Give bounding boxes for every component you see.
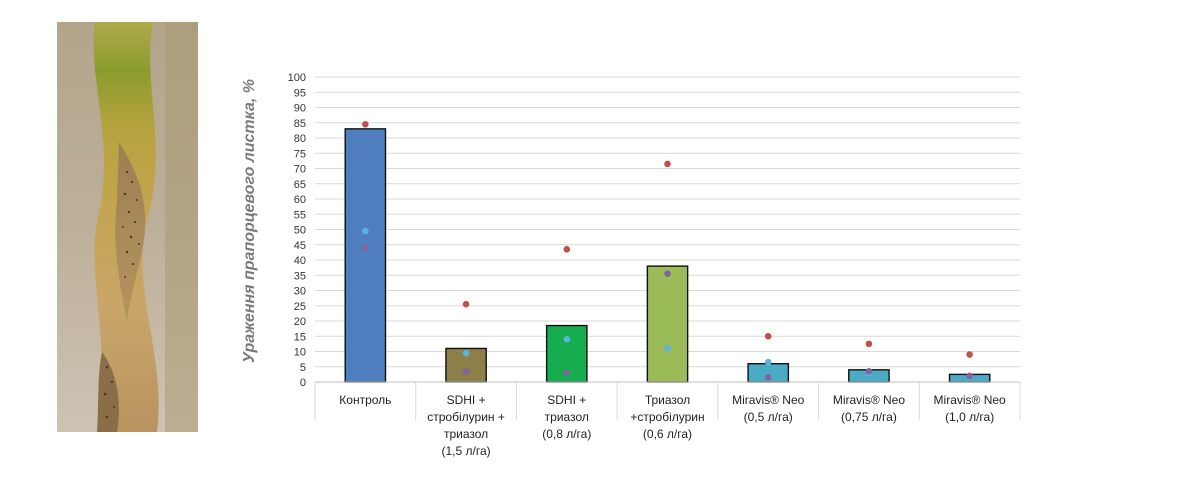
data-point	[462, 368, 470, 375]
data-point	[764, 374, 772, 381]
y-tick-label: 25	[294, 301, 306, 313]
category-label: Триазол	[645, 393, 690, 407]
category-label: Контроль	[339, 393, 391, 407]
y-tick-label: 95	[294, 87, 306, 99]
category-label: SDHI +	[447, 393, 486, 407]
data-point	[764, 332, 772, 340]
y-tick-label: 15	[294, 331, 306, 343]
y-tick-label: 40	[294, 255, 306, 267]
y-tick-label: 5	[300, 362, 306, 374]
y-tick-label: 75	[294, 148, 306, 160]
category-label: (0,8 л/га)	[542, 427, 591, 441]
category-label: (0,5 л/га)	[744, 410, 793, 424]
category-label: триазол	[545, 410, 589, 424]
y-tick-label: 20	[294, 316, 306, 328]
y-tick-label: 10	[294, 347, 306, 359]
y-tick-label: 50	[294, 225, 306, 237]
leaf-photo	[57, 22, 198, 432]
data-point	[563, 369, 571, 377]
category-label: Miravis® Neo	[934, 393, 1007, 407]
category-label: Miravis® Neo	[732, 393, 805, 407]
category-label: (1,5 л/га)	[442, 444, 491, 458]
y-tick-label: 60	[294, 194, 306, 206]
data-point	[462, 300, 470, 308]
category-label: Miravis® Neo	[833, 393, 906, 407]
y-tick-label: 80	[294, 133, 306, 145]
data-point	[865, 368, 873, 375]
category-label: (0,75 л/га)	[841, 410, 897, 424]
data-point	[563, 246, 571, 253]
y-tick-label: 85	[294, 118, 306, 130]
y-tick-label: 30	[294, 286, 306, 298]
data-point	[664, 160, 671, 168]
y-tick-label: 55	[294, 209, 306, 221]
data-point	[362, 227, 369, 235]
y-tick-label: 45	[294, 240, 306, 252]
y-tick-label: 70	[294, 164, 306, 176]
data-point	[865, 340, 873, 348]
y-tick-label: 0	[300, 377, 306, 389]
category-label: +стробілурин	[630, 410, 704, 424]
category-label: триазол	[444, 427, 488, 441]
bar	[344, 128, 387, 383]
bar	[646, 265, 689, 383]
y-tick-label: 100	[288, 72, 306, 84]
y-tick-label: 35	[294, 270, 306, 282]
y-axis-label: Ураження прапорцевого листка, %	[241, 79, 258, 363]
data-point	[362, 120, 369, 128]
data-point	[664, 270, 671, 278]
category-label: (0,6 л/га)	[643, 427, 692, 441]
data-point	[966, 372, 973, 380]
chart: Ураження прапорцевого листка, % 0 5 10 15 20…	[241, 72, 1021, 458]
category-label: SDHI +	[547, 393, 586, 407]
data-point	[362, 244, 369, 252]
y-tick-label: 90	[294, 103, 306, 115]
y-tick-label: 65	[294, 179, 306, 191]
data-point	[462, 349, 470, 357]
category-label: стробілурин +	[427, 410, 505, 424]
data-point	[563, 336, 571, 343]
data-point	[764, 358, 772, 366]
data-point	[966, 351, 973, 358]
data-point	[664, 345, 671, 352]
category-label: (1,0 л/га)	[945, 410, 994, 424]
